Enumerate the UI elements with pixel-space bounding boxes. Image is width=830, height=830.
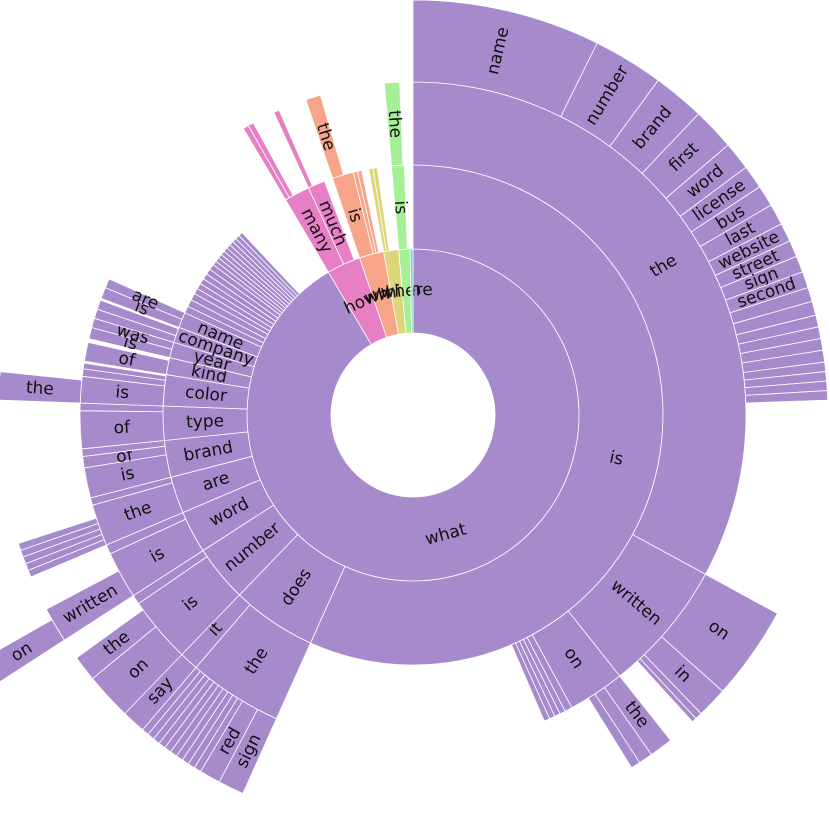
label-where: where	[380, 280, 433, 303]
segment-how1-many0-segment[interactable]	[247, 122, 294, 199]
segment-what0-segment[interactable]	[238, 232, 301, 297]
segment-what0-is0-on2-segment[interactable]	[587, 693, 641, 769]
segment-who2-segment[interactable]	[356, 169, 380, 254]
segment-what0-color7-is0-the[interactable]	[0, 371, 83, 404]
segment-what0-are4-the0-segment[interactable]	[17, 517, 99, 551]
label-where4-is0-the: the	[384, 110, 406, 139]
segment-which3-segment[interactable]	[372, 167, 390, 252]
label-what0-color: color	[184, 382, 228, 406]
label-what0-brand5-is: is	[119, 463, 137, 485]
segment-what0-number2-is0-the[interactable]	[75, 609, 157, 680]
label-where4-is: is	[390, 200, 411, 215]
segment-what0-color7-segment[interactable]	[82, 362, 167, 381]
label-who2-is0-the: the	[312, 121, 339, 154]
label-what0-color7-is: is	[115, 382, 130, 403]
segment-how1-much1-segment[interactable]	[273, 109, 313, 189]
segment-what0-is0-written1-segment[interactable]	[636, 658, 697, 723]
segment-what0-is0-the0-segment[interactable]	[744, 390, 829, 404]
segment-how1-much[interactable]	[307, 180, 355, 265]
segment-where4-is0-the[interactable]	[383, 81, 404, 167]
label-what0-is: is	[608, 447, 626, 469]
segment-what0-kind8-of[interactable]	[83, 341, 170, 376]
label-who2-is: is	[343, 206, 366, 225]
label-what0-type6-of: of	[113, 418, 131, 439]
label-what0-kind8-of: of	[117, 348, 138, 371]
center-hole	[331, 333, 495, 497]
label-what0-type: type	[186, 411, 225, 432]
segment-what0-company10-segment[interactable]	[96, 299, 179, 337]
segment-what0-word3-is0-written0-on[interactable]	[0, 619, 65, 687]
segment-who2-is0-the[interactable]	[305, 94, 345, 179]
segment-how1-many0-segment[interactable]	[242, 125, 290, 201]
label-what0-color7-is0-the: the	[25, 378, 54, 400]
segment-what0-is0-segment[interactable]	[511, 642, 551, 722]
